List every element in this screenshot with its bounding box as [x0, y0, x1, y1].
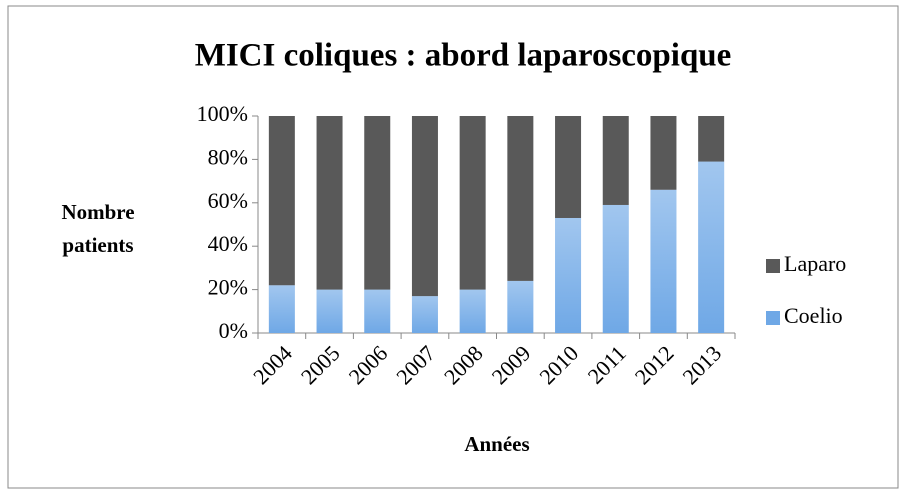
bar-segment	[555, 116, 582, 218]
bar-shine	[459, 289, 486, 333]
bar-segment	[507, 116, 534, 281]
bar-segment	[459, 116, 486, 290]
y-tick-label: 40%	[208, 231, 248, 256]
bar-shine	[698, 161, 725, 333]
bar-segment	[698, 116, 725, 162]
bar-shine	[316, 289, 343, 333]
chart-title: MICI coliques : abord laparoscopique	[195, 38, 732, 74]
x-axis-title: Années	[464, 432, 529, 456]
y-tick-label: 0%	[219, 318, 248, 343]
bar-shine	[555, 217, 582, 333]
bar-shine	[507, 280, 534, 333]
bar-segment	[268, 116, 295, 286]
bar-shine	[411, 296, 438, 333]
bar-shine	[650, 189, 677, 333]
y-axis-title: Nombre patients	[61, 200, 135, 257]
bar-segment	[602, 116, 629, 205]
bar-segment	[650, 116, 677, 190]
y-tick-label: 100%	[197, 101, 248, 126]
bar-shine	[268, 285, 295, 333]
bar-shine	[364, 289, 391, 333]
bar-shine	[602, 204, 629, 333]
legend-swatch	[766, 311, 780, 325]
legend-swatch	[766, 259, 780, 273]
y-tick-label: 20%	[208, 275, 248, 300]
y-tick-label: 80%	[208, 144, 248, 169]
bar-segment	[316, 116, 343, 290]
chart-frame	[7, 5, 899, 489]
bar-segment	[411, 116, 438, 297]
bar-segment	[364, 116, 391, 290]
legend-label: Coelio	[784, 303, 843, 328]
y-tick-label: 60%	[208, 188, 248, 213]
legend-label: Laparo	[784, 251, 846, 276]
